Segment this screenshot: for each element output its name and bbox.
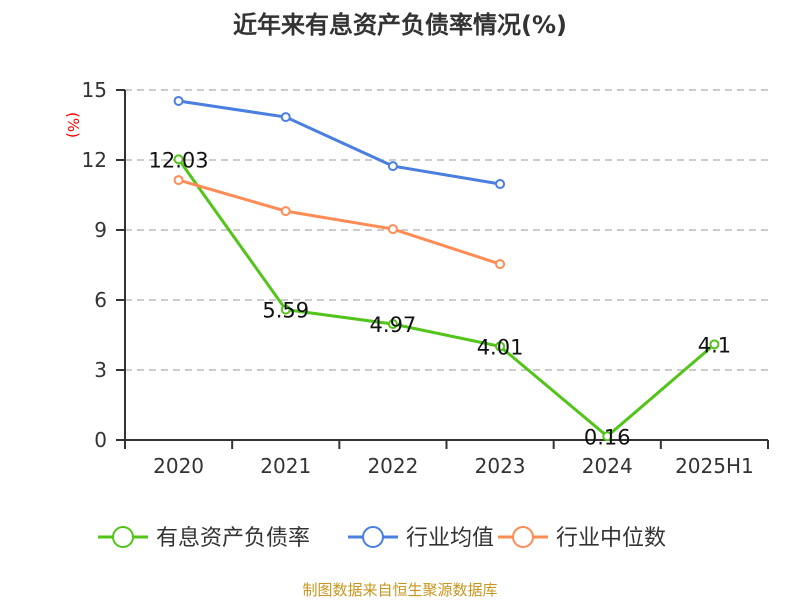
data-label: 4.97 <box>370 313 417 337</box>
y-tick-label: 15 <box>82 78 107 102</box>
series-line-0 <box>177 158 716 439</box>
source-note: 制图数据来自恒生聚源数据库 <box>302 581 497 599</box>
data-label: 0.16 <box>584 425 631 449</box>
data-label: 5.59 <box>262 299 309 323</box>
series-line-2 <box>178 178 501 266</box>
x-tick-label: 2024 <box>582 454 633 478</box>
legend-marker <box>362 526 384 548</box>
data-point-1 <box>280 112 291 123</box>
y-tick-label: 0 <box>94 428 107 452</box>
data-point-2 <box>387 224 398 235</box>
data-point-0 <box>602 431 613 442</box>
x-tick-label: 2021 <box>260 454 311 478</box>
x-tick-label: 2020 <box>153 454 204 478</box>
y-tick-label: 3 <box>94 358 107 382</box>
data-point-0 <box>387 319 398 330</box>
data-point-0 <box>280 304 291 315</box>
data-point-1 <box>387 161 398 172</box>
y-tick-label: 6 <box>94 288 107 312</box>
data-label: 4.01 <box>477 335 524 359</box>
data-point-1 <box>495 179 506 190</box>
series-line-1 <box>178 99 501 186</box>
data-point-2 <box>280 206 291 217</box>
y-tick-label: 12 <box>82 148 107 172</box>
data-point-0 <box>709 339 720 350</box>
data-point-2 <box>495 259 506 270</box>
data-point-0 <box>495 341 506 352</box>
data-label: 4.1 <box>698 333 731 357</box>
data-label: 12.03 <box>149 148 209 172</box>
legend-label: 有息资产负债率 <box>156 526 310 551</box>
y-tick-label: 9 <box>94 218 107 242</box>
x-tick-label: 2025H1 <box>675 454 754 478</box>
data-point-2 <box>173 175 184 186</box>
legend-label: 行业均值 <box>406 526 494 551</box>
legend-marker <box>112 526 134 548</box>
data-point-1 <box>173 95 184 106</box>
x-tick-label: 2023 <box>475 454 526 478</box>
data-point-0 <box>173 154 184 165</box>
x-tick-label: 2022 <box>367 454 418 478</box>
y-axis-label: (%) <box>64 112 82 138</box>
legend-label: 行业中位数 <box>556 526 666 551</box>
chart-title: 近年来有息资产负债率情况(%) <box>233 11 567 39</box>
legend-marker <box>512 526 534 548</box>
